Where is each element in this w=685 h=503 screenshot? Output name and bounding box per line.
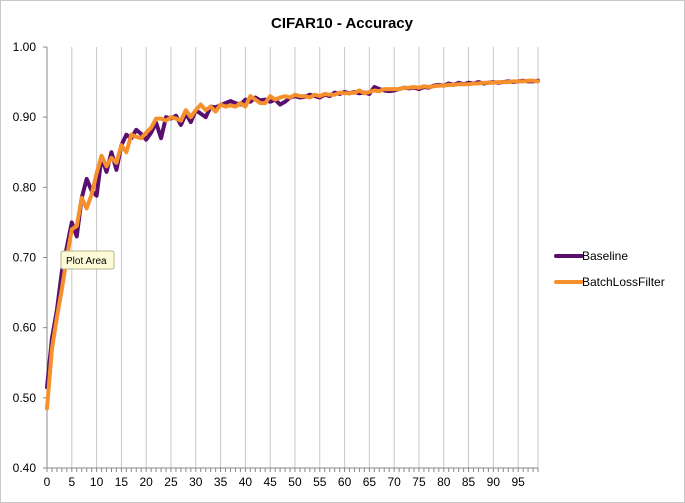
vertical-gridlines (71, 47, 539, 468)
x-tick-label: 70 (387, 475, 401, 489)
y-axis-tick-labels: 0.40 0.50 0.60 0.70 0.80 0.90 1.00 (13, 40, 37, 475)
x-tick-label: 95 (511, 475, 525, 489)
axes (43, 46, 539, 472)
x-tick-label: 5 (68, 475, 75, 489)
x-tick-label: 50 (288, 475, 302, 489)
legend-label: BatchLossFilter (582, 275, 665, 289)
x-tick-label: 20 (140, 475, 154, 489)
x-tick-label: 55 (313, 475, 327, 489)
x-tick-label: 25 (164, 475, 178, 489)
y-tick-label: 0.70 (13, 251, 37, 265)
y-tick-label: 0.40 (13, 461, 37, 475)
x-tick-label: 60 (338, 475, 352, 489)
x-tick-label: 65 (363, 475, 377, 489)
y-tick-label: 0.50 (13, 391, 37, 405)
x-tick-label: 35 (214, 475, 228, 489)
x-tick-label: 85 (462, 475, 476, 489)
x-tick-label: 10 (90, 475, 104, 489)
y-tick-label: 0.60 (13, 321, 37, 335)
plot-area-tooltip: Plot Area (60, 250, 115, 270)
legend-label: Baseline (582, 249, 628, 263)
tooltip-text: Plot Area (66, 256, 107, 267)
legend-item-baseline[interactable]: Baseline (554, 249, 628, 263)
series-line-baseline[interactable] (45, 78, 540, 390)
y-tick-label: 0.90 (13, 110, 37, 124)
x-tick-label: 75 (412, 475, 426, 489)
series-line-batchlossfilter[interactable] (45, 78, 540, 411)
tooltip-box (60, 250, 115, 270)
x-tick-label: 45 (264, 475, 278, 489)
x-tick-label: 15 (115, 475, 129, 489)
x-axis-tick-labels: 0 5 10 15 20 25 30 35 40 45 50 55 60 65 70 75 80 85 90 95 (44, 475, 525, 489)
x-tick-label: 30 (189, 475, 203, 489)
x-tick-label: 80 (437, 475, 451, 489)
x-tick-label: 90 (487, 475, 501, 489)
y-tick-label: 0.80 (13, 180, 37, 194)
y-tick-label: 1.00 (13, 40, 37, 54)
legend-item-batchlossfilter[interactable]: BatchLossFilter (554, 275, 665, 289)
x-tick-label: 40 (239, 475, 253, 489)
x-tick-label: 0 (44, 475, 51, 489)
chart-title: CIFAR10 - Accuracy (271, 15, 414, 32)
legend[interactable]: Baseline BatchLossFilter (554, 249, 665, 289)
plot-area[interactable] (45, 78, 540, 411)
